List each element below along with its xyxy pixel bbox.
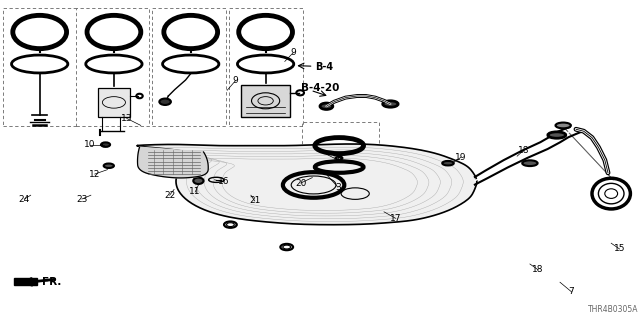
Ellipse shape <box>101 142 110 147</box>
Text: THR4B0305A: THR4B0305A <box>588 305 639 314</box>
Bar <box>229 8 303 126</box>
Ellipse shape <box>159 99 171 105</box>
Bar <box>98 88 130 117</box>
Bar <box>302 122 379 171</box>
Text: 9: 9 <box>291 48 296 57</box>
Text: 12: 12 <box>89 170 100 179</box>
Text: FR.: FR. <box>42 277 61 287</box>
Bar <box>76 8 149 126</box>
Ellipse shape <box>227 223 234 227</box>
Text: B-4-20: B-4-20 <box>301 83 339 93</box>
Text: 15: 15 <box>614 244 625 253</box>
Ellipse shape <box>548 132 566 138</box>
Text: 22: 22 <box>164 191 175 200</box>
Text: 9: 9 <box>233 76 238 85</box>
Ellipse shape <box>320 103 333 109</box>
Ellipse shape <box>556 123 571 128</box>
Ellipse shape <box>224 221 237 228</box>
Bar <box>241 85 290 117</box>
Text: 21: 21 <box>249 196 260 205</box>
Ellipse shape <box>104 164 114 168</box>
Text: 13: 13 <box>121 114 132 123</box>
Text: 16: 16 <box>218 177 230 186</box>
Ellipse shape <box>383 101 398 107</box>
Text: 24: 24 <box>19 195 30 204</box>
Polygon shape <box>138 147 208 178</box>
Text: 3: 3 <box>335 183 340 192</box>
Ellipse shape <box>280 244 293 250</box>
Text: 17: 17 <box>390 214 401 223</box>
Bar <box>152 8 226 126</box>
Text: 11: 11 <box>189 188 201 196</box>
Text: 18: 18 <box>532 265 543 274</box>
Ellipse shape <box>442 161 454 165</box>
Polygon shape <box>14 278 37 285</box>
Ellipse shape <box>193 178 204 184</box>
Text: 7: 7 <box>569 287 574 296</box>
Text: B-4: B-4 <box>315 62 333 72</box>
Polygon shape <box>137 144 477 225</box>
Bar <box>3 8 77 126</box>
Text: 19: 19 <box>455 153 467 162</box>
Text: 10: 10 <box>84 140 95 149</box>
Text: 23: 23 <box>76 195 88 204</box>
Ellipse shape <box>283 245 291 249</box>
Text: 14: 14 <box>332 156 344 164</box>
Text: 18: 18 <box>518 146 529 155</box>
Text: 20: 20 <box>295 179 307 188</box>
Ellipse shape <box>522 160 538 166</box>
